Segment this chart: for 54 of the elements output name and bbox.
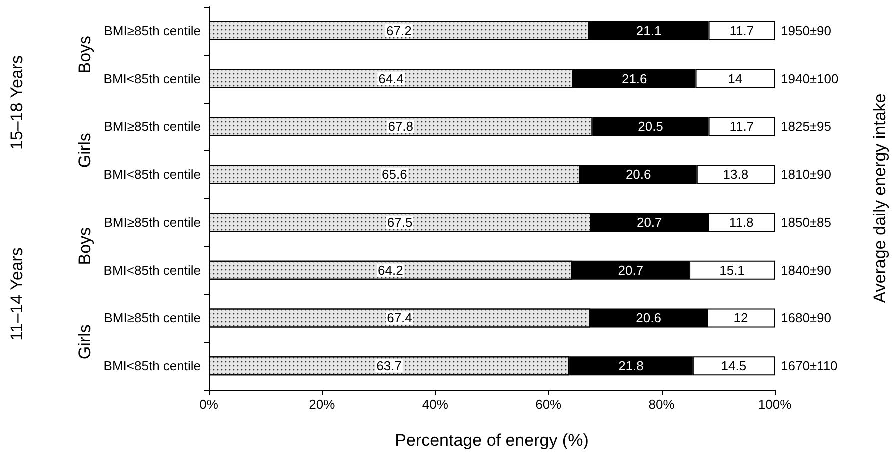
data-label: 20.6 — [636, 310, 662, 326]
data-label: 64.4 — [378, 71, 404, 86]
data-label: 65.6 — [382, 167, 408, 182]
text: 1850±85 — [781, 214, 832, 230]
data-label: 21.1 — [636, 23, 662, 38]
text: 1670±110 — [781, 358, 838, 374]
data-label: 20.7 — [618, 262, 644, 278]
x-tick-label: 0% — [200, 397, 219, 412]
y-tick-label: BMI≥85th centile — [104, 23, 201, 38]
x-axis-title: Percentage of energy (%) — [395, 431, 589, 450]
text: 1940±100 — [781, 71, 839, 86]
text: 1950±90 — [781, 23, 832, 38]
data-label: 67.8 — [388, 119, 414, 134]
x-tick-label: 20% — [309, 397, 336, 412]
x-tick-label: 60% — [536, 397, 562, 412]
data-label: 20.7 — [636, 214, 662, 230]
data-label: 15.1 — [720, 262, 745, 278]
y-tick-label: BMI<85th centile — [104, 358, 201, 374]
y-tick-label: BMI≥85th centile — [104, 310, 201, 326]
text: Girls — [76, 133, 94, 168]
y-tick-label: BMI≥85th centile — [104, 119, 201, 134]
data-label: 12 — [734, 310, 748, 326]
data-label: 21.6 — [622, 71, 648, 86]
data-label: 67.5 — [387, 214, 413, 230]
data-label: 14.5 — [721, 358, 747, 374]
y-tick-label: BMI<85th centile — [104, 71, 201, 86]
data-label: 67.2 — [386, 23, 412, 38]
text: 1680±90 — [781, 310, 832, 326]
data-label: 64.2 — [378, 262, 404, 278]
data-label: 14 — [728, 71, 743, 86]
text: 1825±95 — [781, 119, 832, 134]
data-label: 11.7 — [730, 119, 754, 134]
data-label: 13.8 — [723, 167, 749, 182]
data-label: 21.8 — [618, 358, 644, 374]
data-label: 20.5 — [638, 119, 664, 134]
data-label: 11.8 — [729, 214, 754, 230]
text: Girls — [76, 324, 94, 360]
x-tick-label: 80% — [648, 397, 676, 412]
text: 11–14 Years — [8, 248, 26, 341]
x-tick-label: 100% — [758, 397, 792, 412]
text: 1840±90 — [781, 262, 832, 278]
x-tick-label: 40% — [422, 397, 449, 412]
data-label: 11.7 — [730, 23, 754, 38]
y-tick-label: BMI<85th centile — [104, 262, 201, 278]
data-label: 63.7 — [376, 358, 402, 374]
text: Boys — [76, 36, 94, 74]
data-label: 20.6 — [626, 167, 652, 182]
text: 1810±90 — [781, 167, 832, 182]
text: Boys — [76, 227, 94, 266]
y2-axis-title: Average daily energy intake — [870, 94, 890, 304]
data-label: 67.4 — [387, 310, 412, 326]
text: 15–18 Years — [8, 55, 26, 150]
y-tick-label: BMI≥85th centile — [104, 214, 201, 230]
y-tick-label: BMI<85th centile — [104, 167, 201, 182]
